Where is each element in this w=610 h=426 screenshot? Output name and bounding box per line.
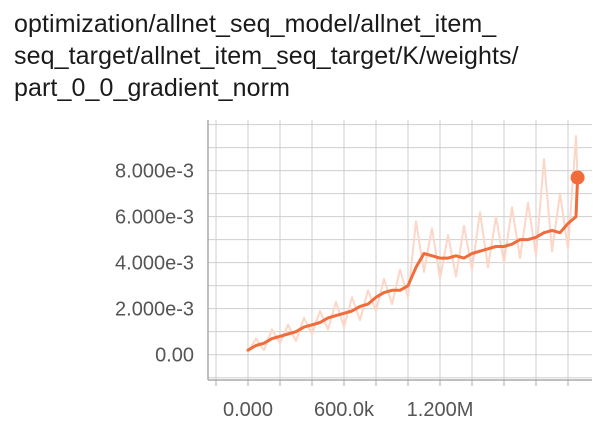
smoothed-series [246, 170, 585, 352]
chart-title: optimization/allnet_seq_model/allnet_ite… [14, 8, 604, 104]
y-tick-label: 8.000e-3 [115, 161, 194, 183]
grid [208, 120, 592, 380]
axes [207, 120, 592, 386]
y-tick-label: 6.000e-3 [115, 207, 194, 229]
y-tick-label: 0.00 [155, 345, 194, 367]
x-tick-label: 0.000 [223, 399, 273, 421]
tick-labels: 0.00 2.000e-3 4.000e-3 6.000e-3 8.000e-3 0.00… [115, 161, 473, 421]
last-point-marker [570, 170, 585, 185]
raw-series-line [247, 135, 579, 353]
chart-title-line-1: optimization/allnet_seq_model/allnet_ite… [14, 10, 497, 38]
y-tick-label: 2.000e-3 [115, 299, 194, 321]
chart-title-line-2: seq_target/allnet_item_seq_target/K/weig… [14, 42, 519, 70]
x-tick-label: 600.0k [314, 399, 375, 421]
raw-series [247, 135, 579, 353]
x-tick-label: 1.200M [407, 399, 474, 421]
y-tick-label: 4.000e-3 [115, 253, 194, 275]
chart-title-line-3: part_0_0_gradient_norm [14, 74, 291, 102]
smoothed-series-line [246, 176, 580, 352]
